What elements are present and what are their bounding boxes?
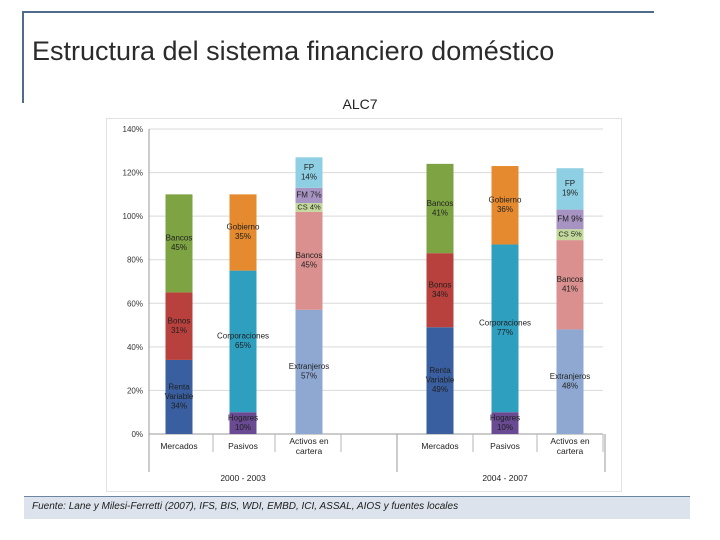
segment-label: Bonos 31% <box>168 317 191 336</box>
segment-label: Hogares 10% <box>228 413 258 432</box>
bar-segment-bancos <box>556 240 584 330</box>
segment-label: Bancos 41% <box>557 275 584 294</box>
bar-segment-cs <box>556 229 584 241</box>
category-label: Activos en cartera <box>289 436 328 456</box>
bar-segment-cs <box>295 203 323 212</box>
footer-bar: Fuente: Lane y Milesi-Ferretti (2007), I… <box>24 496 690 519</box>
slide-title: Estructura del sistema financiero domést… <box>32 36 555 66</box>
bar-segment-corporaciones <box>229 270 257 413</box>
bar-segment-extranjeros <box>556 329 584 434</box>
bar-segment-hogares <box>229 412 257 434</box>
slide-frame-top <box>22 11 654 13</box>
source-note: Fuente: Lane y Milesi-Ferretti (2007), I… <box>32 501 459 512</box>
segment-label: FP 19% <box>562 179 578 198</box>
chart-area: 0% 20% 40% 60% 80% 100% 120% 140% Renta Variable 3… <box>106 118 622 492</box>
segment-label: Bonos 34% <box>429 281 452 300</box>
segment-label: CS 4% <box>297 202 321 211</box>
bar-segment-gobierno <box>491 166 519 245</box>
y-tick-label: 0% <box>131 430 143 439</box>
segment-label: FM 7% <box>296 191 321 200</box>
y-tick-label: 60% <box>127 299 143 308</box>
segment-label: Renta Variable 34% <box>165 383 194 411</box>
segment-label: Corporaciones 65% <box>217 332 269 351</box>
y-tick-label: 80% <box>127 256 143 265</box>
y-tick-label: 40% <box>127 343 143 352</box>
bar-segment-bancos <box>165 194 193 293</box>
segment-label: Gobierno 35% <box>227 223 260 242</box>
bar-segment-renta-variable <box>426 327 454 434</box>
y-tick-label: 20% <box>127 386 143 395</box>
segment-label: Renta Variable 49% <box>426 366 455 394</box>
segment-label: Corporaciones 77% <box>479 319 531 338</box>
category-label: Pasivos <box>490 441 520 451</box>
bar-segment-bancos <box>295 211 323 310</box>
segment-label: Hogares 10% <box>490 413 520 432</box>
chart-title: ALC7 <box>342 96 378 112</box>
y-tick-label: 140% <box>123 125 143 134</box>
bar-segment-extranjeros <box>295 309 323 434</box>
segment-label: Bancos 41% <box>427 199 454 218</box>
y-tick-label: 100% <box>123 212 143 221</box>
segment-label: Bancos 45% <box>296 251 323 270</box>
segment-label: FP 14% <box>301 163 317 182</box>
category-label: Mercados <box>160 441 197 451</box>
bar-segment-fp <box>556 168 584 210</box>
bar-segment-bonos <box>165 292 193 360</box>
segment-label: Extranjeros 57% <box>289 362 329 381</box>
segment-label: CS 5% <box>558 230 582 239</box>
category-label: Mercados <box>421 441 458 451</box>
bar-segment-corporaciones <box>491 244 519 413</box>
category-label: Pasivos <box>228 441 258 451</box>
category-label: Activos en cartera <box>550 436 589 456</box>
segment-label: FM 9% <box>557 215 582 224</box>
bar-segment-bonos <box>426 253 454 328</box>
slide-frame-left <box>22 11 24 103</box>
bar-segment-hogares <box>491 412 519 434</box>
y-tick-label: 120% <box>123 169 143 178</box>
bar-segment-fm <box>295 187 323 204</box>
bar-segment-renta-variable <box>165 359 193 434</box>
bar-segment-gobierno <box>229 194 257 271</box>
bar-segment-fp <box>295 157 323 188</box>
segment-label: Extranjeros 48% <box>550 372 590 391</box>
stacked-bar-chart: 0% 20% 40% 60% 80% 100% 120% 140% Renta Variable 3… <box>123 125 606 483</box>
group-label: 2004 - 2007 <box>482 473 528 483</box>
bar-segment-fm <box>556 209 584 230</box>
segment-label: Bancos 45% <box>166 234 193 253</box>
segment-label: Gobierno 36% <box>489 196 522 215</box>
bar-segment-bancos <box>426 163 454 254</box>
group-label: 2000 - 2003 <box>220 473 266 483</box>
